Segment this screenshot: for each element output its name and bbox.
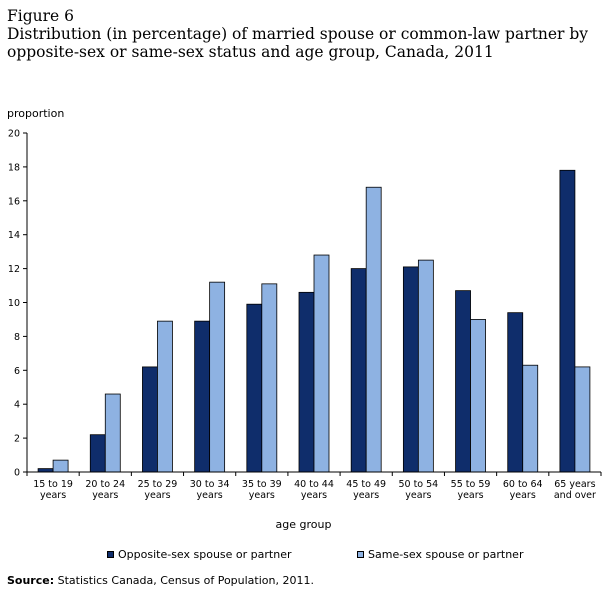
bar-same-sex-6 — [365, 186, 382, 473]
y-axis-label: proportion — [7, 107, 65, 120]
y-tick-label: 12 — [8, 264, 20, 275]
bar-opposite-sex-8 — [455, 290, 471, 473]
x-tick-label: 15 to 19 — [33, 479, 73, 490]
bar-same-sex-8 — [470, 319, 486, 473]
x-tick-label: years — [405, 490, 431, 501]
y-tick-label: 18 — [8, 162, 20, 173]
bar-opposite-sex-10 — [559, 169, 576, 473]
x-tick-label: 60 to 64 — [503, 479, 543, 490]
bar-opposite-sex-9 — [507, 312, 524, 473]
y-tick-label: 14 — [8, 230, 20, 241]
bar-same-sex-3 — [209, 281, 226, 473]
bar-same-sex-7 — [417, 259, 434, 473]
x-tick-label: 35 to 39 — [242, 479, 282, 490]
x-tick-label: 25 to 29 — [138, 479, 178, 490]
bar-same-sex-9 — [522, 364, 539, 473]
x-tick-label: years — [197, 490, 223, 501]
bar-opposite-sex-7 — [402, 266, 419, 473]
bar-same-sex-10 — [574, 366, 591, 473]
chart-title: Distribution (in percentage) of married … — [7, 25, 589, 61]
legend-swatch-opposite-sex — [107, 551, 114, 558]
x-tick-label: 50 to 54 — [398, 479, 438, 490]
x-tick-label: years — [353, 490, 379, 501]
source-note: Source: Statistics Canada, Census of Pop… — [7, 574, 314, 587]
legend-item-same-sex: Same-sex spouse or partner — [357, 548, 523, 561]
y-tick-label: 2 — [14, 434, 20, 445]
figure-label: Figure 6 — [7, 7, 74, 25]
x-tick-label: years — [144, 490, 170, 501]
source-label: Source: — [7, 574, 55, 587]
bar-same-sex-0 — [52, 459, 69, 473]
bar-opposite-sex-1 — [89, 434, 106, 473]
y-tick-label: 0 — [14, 468, 20, 479]
x-tick-label: years — [301, 490, 327, 501]
x-tick-label: 45 to 49 — [346, 479, 386, 490]
x-tick-label: and over — [554, 490, 596, 501]
y-tick-label: 20 — [8, 129, 20, 140]
bar-same-sex-5 — [313, 254, 330, 473]
x-tick-label: years — [249, 490, 275, 501]
x-tick-label: 55 to 59 — [451, 479, 491, 490]
bar-same-sex-1 — [104, 393, 121, 473]
y-tick-label: 8 — [14, 332, 20, 343]
x-tick-label: years — [457, 490, 483, 501]
bar-opposite-sex-5 — [298, 291, 315, 473]
x-axis-label: age group — [275, 518, 332, 531]
x-tick-label: 65 years — [554, 479, 595, 490]
bar-opposite-sex-6 — [350, 268, 367, 473]
legend-item-opposite-sex: Opposite-sex spouse or partner — [107, 548, 291, 561]
bar-opposite-sex-3 — [194, 320, 211, 473]
x-tick-label: years — [510, 490, 536, 501]
x-tick-label: 30 to 34 — [190, 479, 230, 490]
x-tick-label: years — [92, 490, 118, 501]
bar-opposite-sex-2 — [142, 366, 158, 473]
y-tick-label: 10 — [8, 298, 20, 309]
y-tick-label: 4 — [14, 400, 20, 411]
legend-label-opposite-sex: Opposite-sex spouse or partner — [118, 548, 292, 561]
y-tick-label: 16 — [8, 196, 20, 207]
bar-opposite-sex-4 — [246, 303, 263, 473]
x-tick-label: years — [40, 490, 66, 501]
bar-same-sex-4 — [261, 283, 278, 473]
y-tick-label: 6 — [14, 366, 20, 377]
legend-swatch-same-sex — [357, 551, 364, 558]
x-tick-label: 40 to 44 — [294, 479, 334, 490]
source-text: Statistics Canada, Census of Population,… — [54, 574, 314, 587]
bar-opposite-sex-0 — [37, 468, 54, 473]
x-tick-label: 20 to 24 — [85, 479, 125, 490]
bar-same-sex-2 — [157, 320, 173, 473]
bars-group — [37, 169, 591, 473]
legend-label-same-sex: Same-sex spouse or partner — [368, 548, 524, 561]
